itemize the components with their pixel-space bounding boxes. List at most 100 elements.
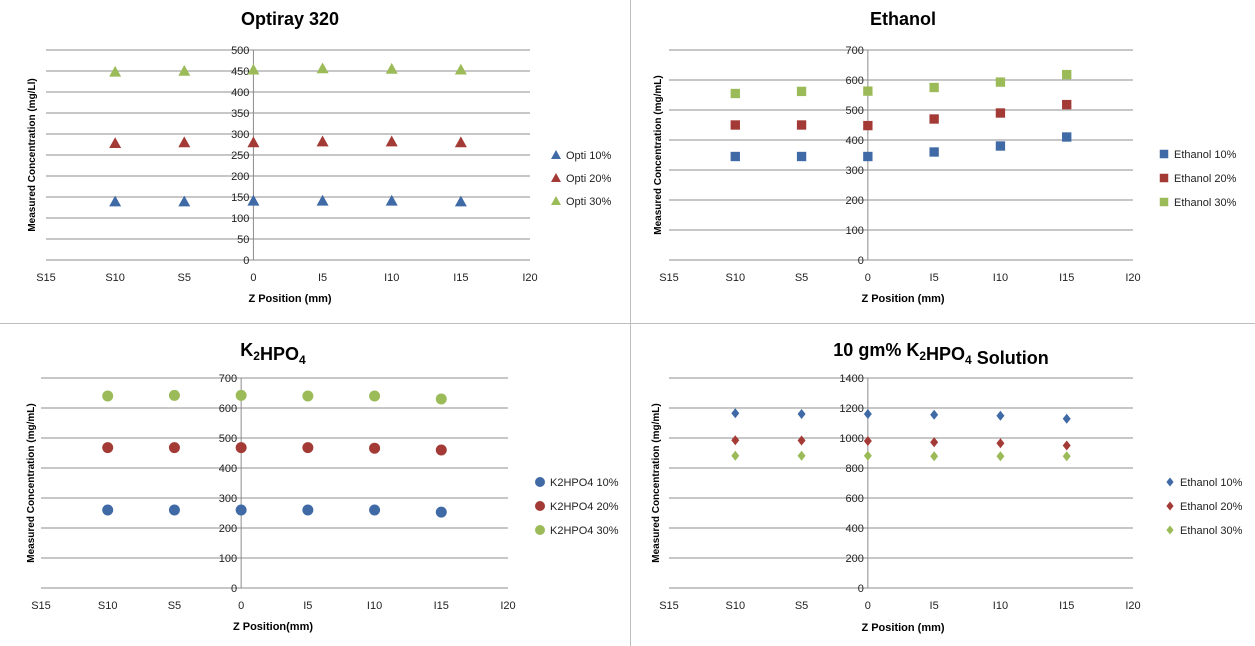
y-tick-label: 700 [845,45,863,57]
y-tick-label: 1400 [839,373,863,385]
legend-entry: Ethanol 10% [1180,477,1243,489]
legend: K2HPO4 10% K2HPO4 20% K2HPO4 30% [535,477,619,537]
y-tick-labels: 0 50 100 150 200 250 300 350 400 450 500 [231,45,249,267]
legend-entry: Ethanol 30% [1174,197,1237,209]
x-tick-label: I5 [930,600,939,612]
chart-title: Optiray 320 [241,9,339,29]
data-point [316,62,329,74]
y-axis-label: Measured Concentration (mg/mL) [651,403,662,562]
data-point [1062,451,1071,462]
data-point [316,135,329,147]
legend-marker [535,525,545,535]
series-3 [102,389,447,405]
y-tick-labels: 0 100 200 300 400 500 600 700 [219,373,237,595]
y-tick-label: 200 [845,553,863,565]
data-point [995,108,1006,118]
x-tick-label: I5 [318,272,327,284]
y-tick-label: 500 [219,433,237,445]
legend-marker [551,150,561,159]
data-point [178,195,191,207]
data-point [995,77,1006,87]
y-tick-label: 800 [845,463,863,475]
data-point [178,136,191,148]
x-tick-label: I5 [930,272,939,284]
y-tick-labels: 0 100 200 300 400 500 600 700 [845,45,863,267]
data-point [863,86,873,96]
legend-entry: Opti 30% [566,196,611,208]
x-tick-label: I15 [1059,272,1074,284]
data-point [168,504,180,516]
data-point [1062,440,1071,451]
data-point [302,504,314,516]
data-point [730,151,740,162]
y-tick-label: 200 [219,523,237,535]
data-point [109,195,122,207]
data-point [929,82,939,93]
data-point [996,410,1005,421]
y-tick-label: 0 [243,255,249,267]
data-point [730,88,740,99]
data-point [1062,132,1072,142]
data-point [247,63,260,75]
data-point [235,504,247,516]
legend-entry: Opti 10% [566,150,611,162]
gridlines [669,49,1133,261]
x-tick-label: I10 [367,600,382,612]
x-tick-labels: S15 S10 S5 0 I5 I10 I15 I20 [659,272,1140,284]
series-1 [731,408,1071,424]
x-tick-label: I15 [453,272,468,284]
y-tick-label: 250 [231,150,249,162]
legend-entry: K2HPO4 10% [550,477,619,489]
legend: Ethanol 10% Ethanol 20% Ethanol 30% [1166,477,1243,537]
y-tick-label: 100 [231,213,249,225]
y-tick-label: 400 [231,87,249,99]
x-tick-label: S15 [659,600,679,612]
data-point [863,151,873,162]
legend-entry: Ethanol 10% [1174,149,1237,161]
data-point [730,120,740,130]
y-tick-label: 500 [845,105,863,117]
horizontal-divider [0,323,1255,324]
legend-marker [1159,149,1169,159]
gridlines [46,49,530,261]
legend-marker [1166,501,1174,511]
legend-marker [535,501,545,511]
x-tick-label: I20 [522,272,537,284]
series-2 [109,135,467,149]
x-tick-label: I20 [500,600,515,612]
data-point [369,442,381,454]
x-tick-label: 0 [238,600,244,612]
data-point [369,390,381,402]
y-tick-label: 1000 [839,433,863,445]
x-tick-label: 0 [865,272,871,284]
data-point [863,409,872,419]
legend-marker [551,173,561,182]
y-tick-label: 1200 [839,403,863,415]
series-1 [109,194,467,207]
legend-entry: Ethanol 20% [1180,501,1243,513]
chart-title: Ethanol [870,9,936,29]
data-point [454,195,467,207]
x-axis-label: Z Position (mm) [248,293,331,305]
x-tick-label: 0 [250,272,256,284]
data-point [797,435,806,446]
data-point [796,86,807,97]
chart-title: K2HPO4 [240,340,306,367]
y-axis-label: Measured Concentration (mg/Ll) [27,78,38,231]
y-tick-label: 600 [219,403,237,415]
data-point [102,390,114,402]
data-point [863,436,872,446]
data-point [995,141,1006,151]
data-point [302,390,314,402]
y-tick-label: 300 [231,129,249,141]
legend-entry: K2HPO4 30% [550,525,619,537]
data-point [316,194,329,206]
x-tick-label: S10 [725,600,745,612]
series-2 [730,99,1072,131]
series-3 [109,62,467,77]
x-tick-label: S15 [36,272,56,284]
y-tick-label: 700 [219,373,237,385]
data-point [863,120,873,131]
